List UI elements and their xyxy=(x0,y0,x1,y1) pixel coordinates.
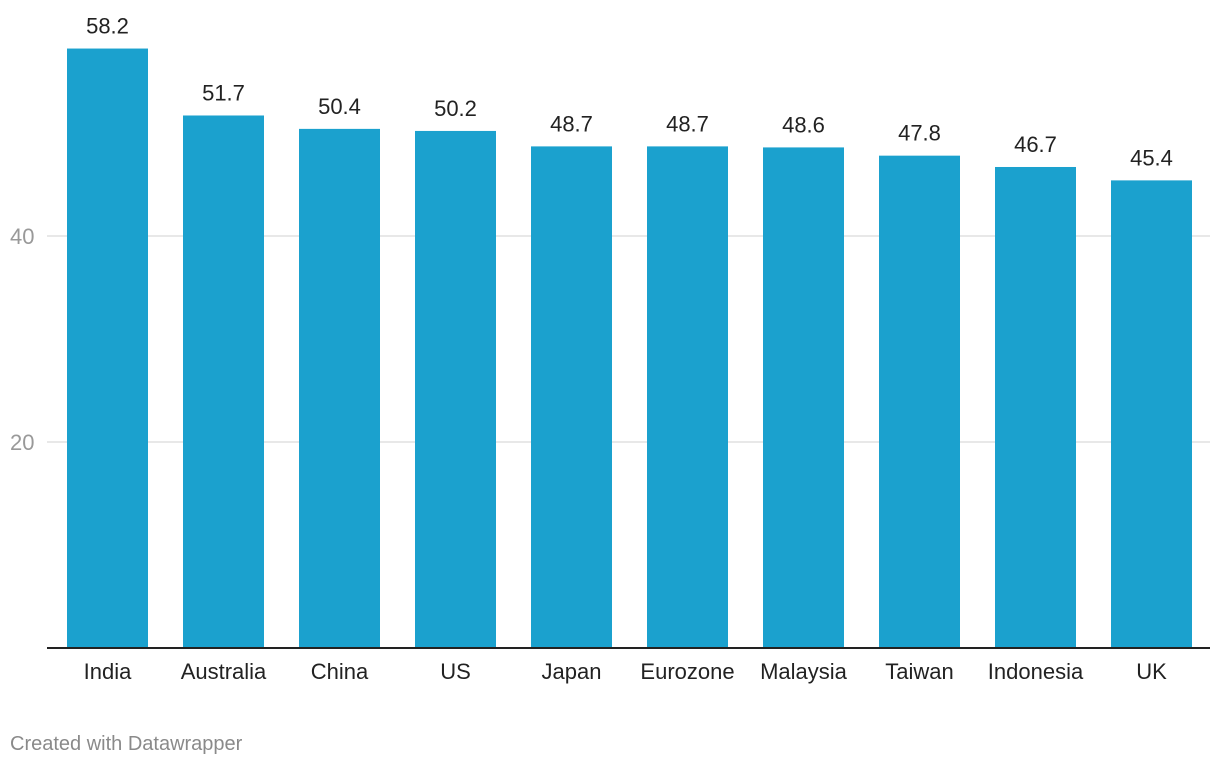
bar xyxy=(879,155,960,648)
bar xyxy=(1111,180,1192,648)
x-tick-label: US xyxy=(440,659,471,684)
value-labels: 58.2 51.7 50.4 50.2 48.7 48.7 48.6 47.8 46.7 45.4 xyxy=(86,14,1173,171)
y-tick-label: 40 xyxy=(10,224,34,249)
x-tick-label: Malaysia xyxy=(760,659,848,684)
value-label: 48.7 xyxy=(550,111,593,136)
bar xyxy=(299,128,380,648)
x-tick-label: Indonesia xyxy=(988,659,1084,684)
value-label: 58.2 xyxy=(86,14,129,39)
x-tick-label: UK xyxy=(1136,659,1167,684)
bar xyxy=(67,48,148,649)
bar xyxy=(531,146,612,648)
bar xyxy=(415,130,496,648)
x-tick-label: Taiwan xyxy=(885,659,953,684)
bars xyxy=(67,48,1192,649)
x-tick-label: Eurozone xyxy=(640,659,734,684)
value-label: 51.7 xyxy=(202,80,245,105)
value-label: 50.2 xyxy=(434,96,477,121)
value-label: 46.7 xyxy=(1014,132,1057,157)
y-tick-label: 20 xyxy=(10,430,34,455)
bar xyxy=(763,147,844,649)
bar xyxy=(995,166,1076,649)
bar xyxy=(647,146,728,648)
x-tick-label: Australia xyxy=(181,659,267,684)
value-label: 50.4 xyxy=(318,94,361,119)
credit-text: Created with Datawrapper xyxy=(10,733,243,755)
bar xyxy=(183,115,264,649)
x-tick-label: India xyxy=(84,659,132,684)
x-tick-label: Japan xyxy=(542,659,602,684)
x-tick-label: China xyxy=(311,659,369,684)
value-label: 48.6 xyxy=(782,112,825,137)
x-axis-ticks: India Australia China US Japan Eurozone Malays… xyxy=(84,659,1167,684)
value-label: 47.8 xyxy=(898,121,941,146)
value-label: 48.7 xyxy=(666,111,709,136)
value-label: 45.4 xyxy=(1130,145,1173,170)
